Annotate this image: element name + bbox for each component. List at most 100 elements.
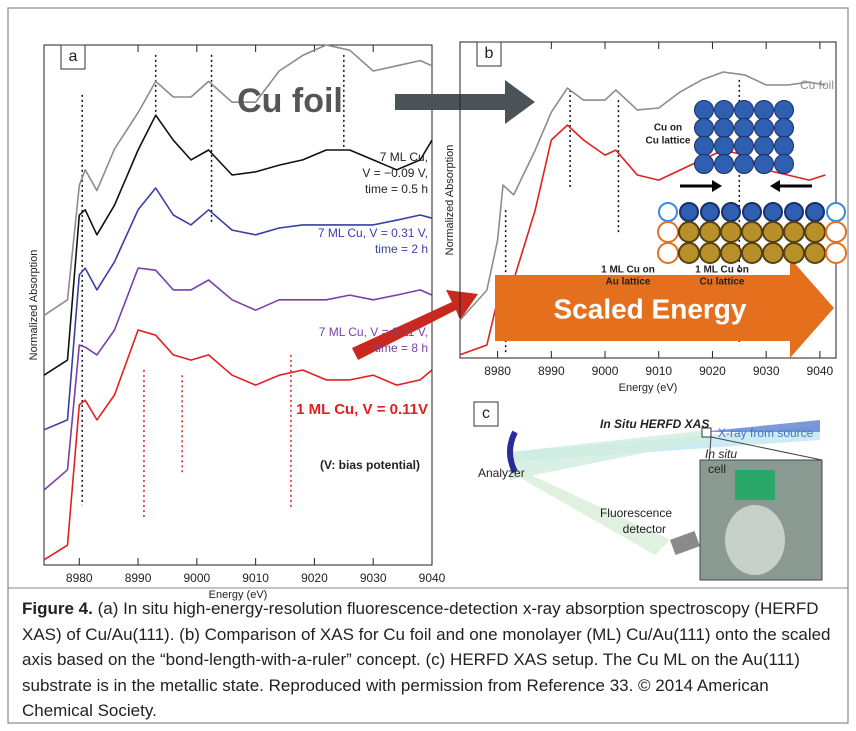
x-tick-label: 8990 [538,364,565,378]
zoom-line [710,436,823,461]
caption-text: (a) In situ high-energy-resolution fluor… [22,599,831,720]
atom [678,221,700,243]
cell [701,427,712,438]
arrow-head [770,180,780,192]
spectrum-line [43,267,433,491]
detector-label: Fluorescence [600,506,672,520]
atom [694,136,714,156]
annotation: Scaled Energy [554,293,747,324]
cell-label: cell [708,462,726,476]
detector [670,531,700,555]
caption-label: Figure 4. [22,599,93,618]
atom [714,118,734,138]
y-axis-title: Normalized Absorption [28,250,40,361]
atom [700,202,720,222]
panel-label-box [476,41,502,67]
atom [804,242,826,264]
panel-label: b [485,45,494,62]
atom [804,221,826,243]
atom [694,154,714,174]
spectrum-line [43,44,433,317]
atom [734,136,754,156]
cell-label: In situ [705,447,737,461]
photo-detail [725,505,785,575]
x-tick-label: 8990 [125,571,152,585]
atom [694,118,714,138]
panel-label: a [69,48,78,65]
xray-label: X-ray from source [718,426,814,440]
x-axis-title: Energy (eV) [619,382,678,394]
x-tick-label: 9000 [183,571,210,585]
x-tick-label: 9010 [645,364,672,378]
arrow [352,290,478,360]
atom [825,221,847,243]
annotation: Cu foil [237,82,343,120]
spectrum-line [43,187,433,431]
annotation: 1 ML Cu, V = 0.11V [296,401,428,418]
atom [734,100,754,120]
atom [784,202,804,222]
atom [783,221,805,243]
atom [754,154,774,174]
atom [805,202,825,222]
atom [657,221,679,243]
atom [754,118,774,138]
atom [699,221,721,243]
atom [741,221,763,243]
annotation: Cu lattice [699,277,744,288]
atom [742,202,762,222]
annotation: Cu foil [800,78,834,92]
annotation: 7 ML Cu, V = 0.11 V, [319,325,428,339]
annotation: time = 8 h [375,341,428,355]
plot-frame [43,44,433,566]
beam [510,430,708,480]
arrow [395,80,535,124]
x-tick-label: 8980 [484,364,511,378]
panel-label-box [473,401,499,427]
annotation: V = −0.09 V, [362,166,428,180]
x-tick-label: 9020 [301,571,328,585]
x-tick-label: 9020 [699,364,726,378]
annotation: time = 0.5 h [365,182,428,196]
atom [679,202,699,222]
annotation: 1 ML Cu on [695,265,749,276]
x-tick-label: 9030 [753,364,780,378]
spectrum-line [43,114,433,376]
atom [720,242,742,264]
atom [714,154,734,174]
atom [699,242,721,264]
detector-label: detector [623,522,666,536]
annotation: Cu lattice [645,136,690,147]
panel-c: c In Situ HERFD XAS X-ray from source An… [473,401,823,581]
caption: Figure 4. (a) In situ high-energy-resolu… [22,596,834,724]
x-tick-label: 8980 [66,571,93,585]
panel-label: c [482,405,490,422]
annotation: 7 ML Cu, V = 0.31 V, [318,226,428,240]
atom [678,242,700,264]
arrow-head [712,180,722,192]
spectrum-line [459,71,826,321]
beam [510,465,670,555]
atom [774,118,794,138]
atom [657,242,679,264]
x-tick-label: 9000 [592,364,619,378]
x-tick-label: 9010 [242,571,269,585]
atom [762,221,784,243]
atom [774,100,794,120]
spectrum-line [43,329,433,561]
atom [762,242,784,264]
outer-frame [7,7,849,724]
atom [763,202,783,222]
panel-label-box [60,44,86,70]
annotation: 1 ML Cu on [601,265,655,276]
x-tick-label: 9040 [419,571,446,585]
atom [754,100,774,120]
c-title: In Situ HERFD XAS [600,417,709,431]
y-axis-title: Normalized Absorption [444,145,456,256]
atom [774,154,794,174]
annotation: time = 2 h [375,242,428,256]
xray-beam [700,420,820,432]
atom [754,136,774,156]
